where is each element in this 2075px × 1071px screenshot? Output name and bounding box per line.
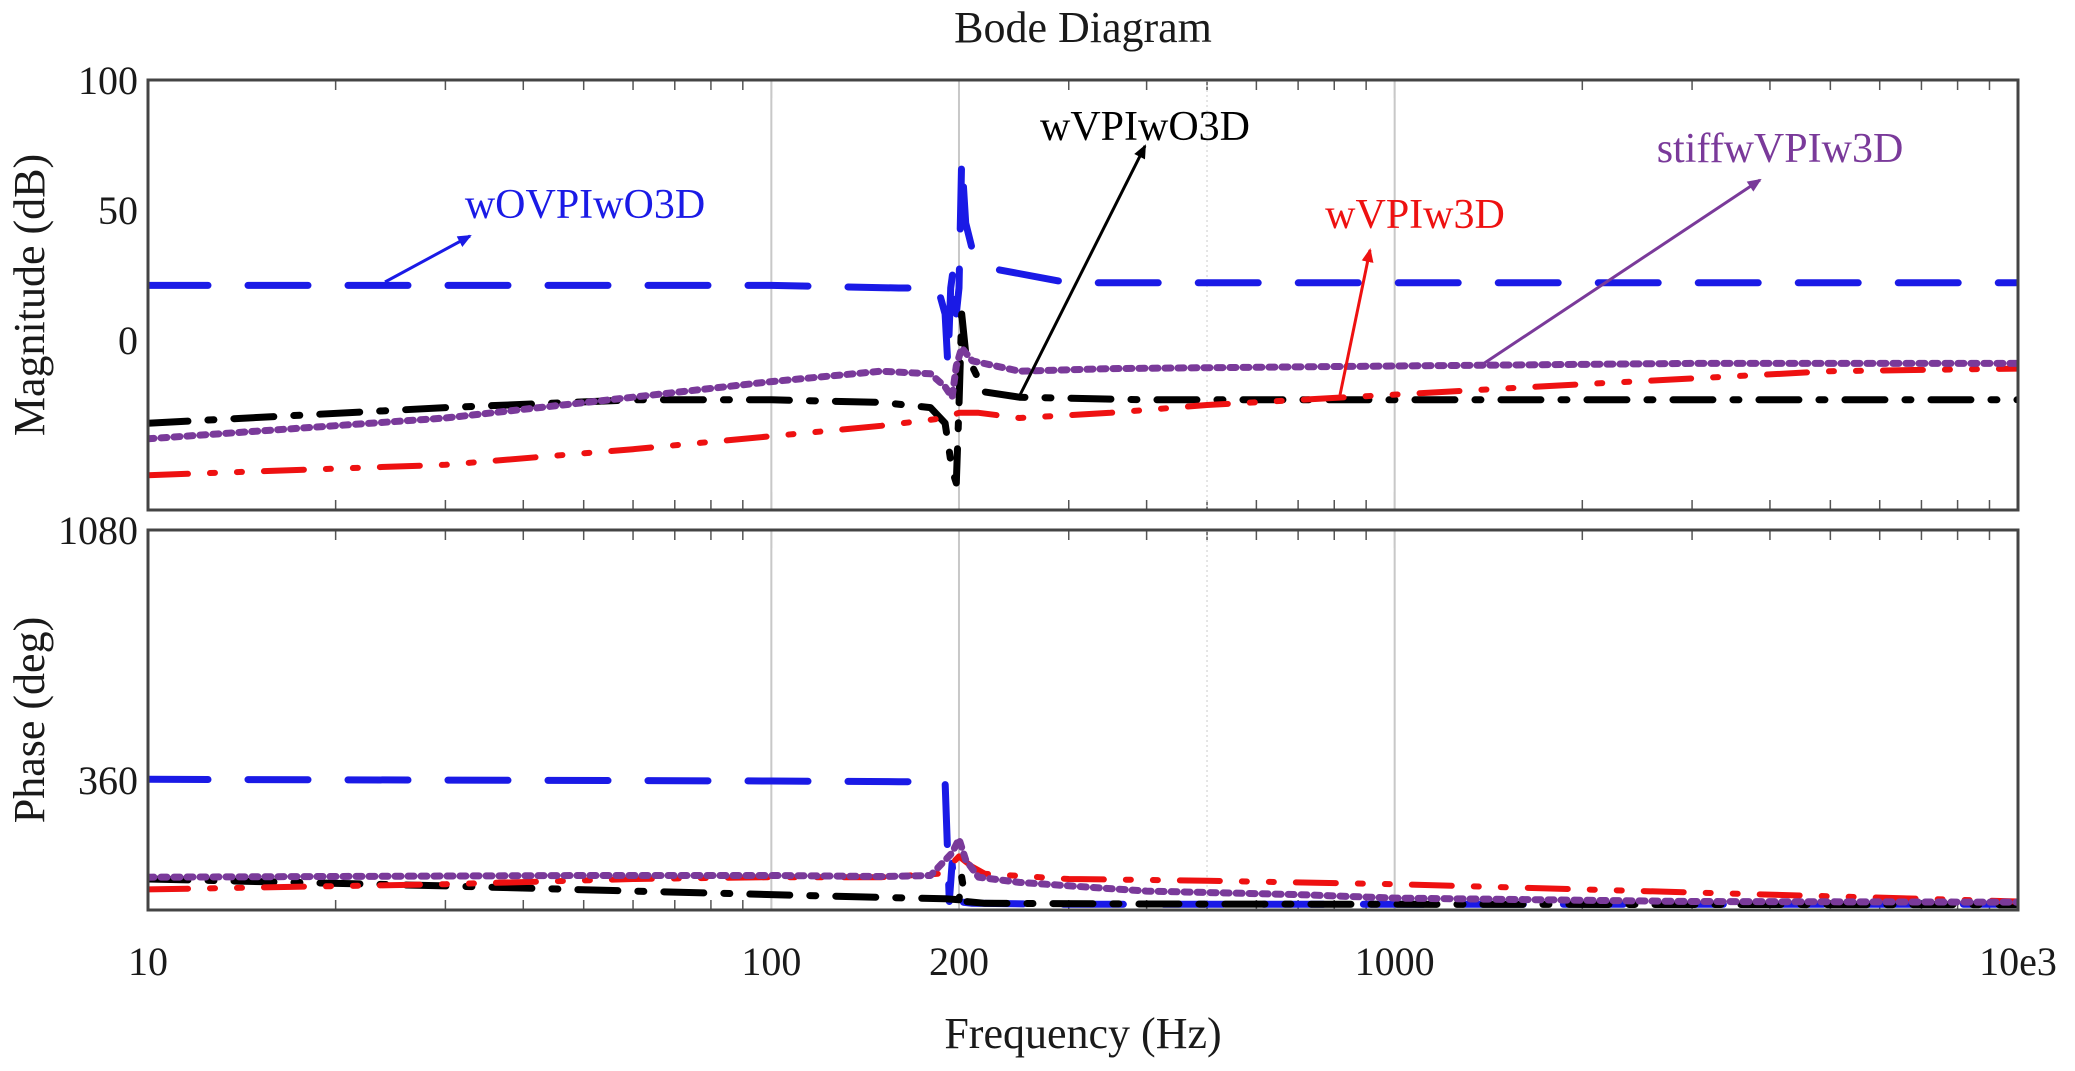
annotation-arrow — [384, 234, 472, 284]
series-line-wVPIwO3D-phase — [148, 873, 2018, 909]
y-tick-label: 50 — [98, 188, 138, 233]
x-tick-label: 10 — [128, 939, 168, 984]
chart-title: Bode Diagram — [954, 3, 1212, 52]
annotation-arrow — [1018, 144, 1147, 396]
y-tick-label: 360 — [78, 758, 138, 803]
y-axis-label-magnitude: Magnitude (dB) — [5, 154, 54, 436]
annotation-label: wOVPIwO3D — [465, 182, 705, 228]
x-tick-label: 200 — [929, 939, 989, 984]
series-line-wVPIw3D-magnitude — [148, 365, 2018, 479]
y-tick-label: 100 — [78, 58, 138, 103]
series-line-wOVPIwO3D-magnitude — [148, 154, 2018, 370]
series-line-stiffwVPIw3D-magnitude — [148, 344, 2018, 443]
series-line-stiffwVPIw3D-phase — [148, 835, 2018, 906]
x-axis-label: Frequency (Hz) — [944, 1009, 1221, 1058]
x-tick-label: 1000 — [1355, 939, 1435, 984]
series-line-wVPIwO3D-magnitude — [148, 310, 2018, 487]
x-tick-label: 100 — [741, 939, 801, 984]
annotation-arrow — [1479, 178, 1762, 368]
x-tick-label: 10e3 — [1979, 939, 2057, 984]
panel-frame-magnitude — [146, 78, 2020, 512]
y-tick-label: 0 — [118, 318, 138, 363]
annotation-label: wVPIwO3D — [1040, 104, 1250, 150]
frame-layer — [146, 78, 2020, 912]
annotation-arrow — [1338, 248, 1374, 396]
series-layer — [148, 154, 2018, 909]
grid-layer — [147, 80, 1991, 910]
y-axis-label-phase: Phase (deg) — [5, 617, 54, 824]
y-tick-label: 1080 — [58, 508, 138, 553]
annotation-label: stiffwVPIw3D — [1657, 126, 1904, 172]
annotation-label: wVPIw3D — [1325, 192, 1505, 238]
panel-frame-phase — [146, 528, 2020, 912]
series-line-wOVPIwO3D-phase — [148, 775, 2018, 908]
